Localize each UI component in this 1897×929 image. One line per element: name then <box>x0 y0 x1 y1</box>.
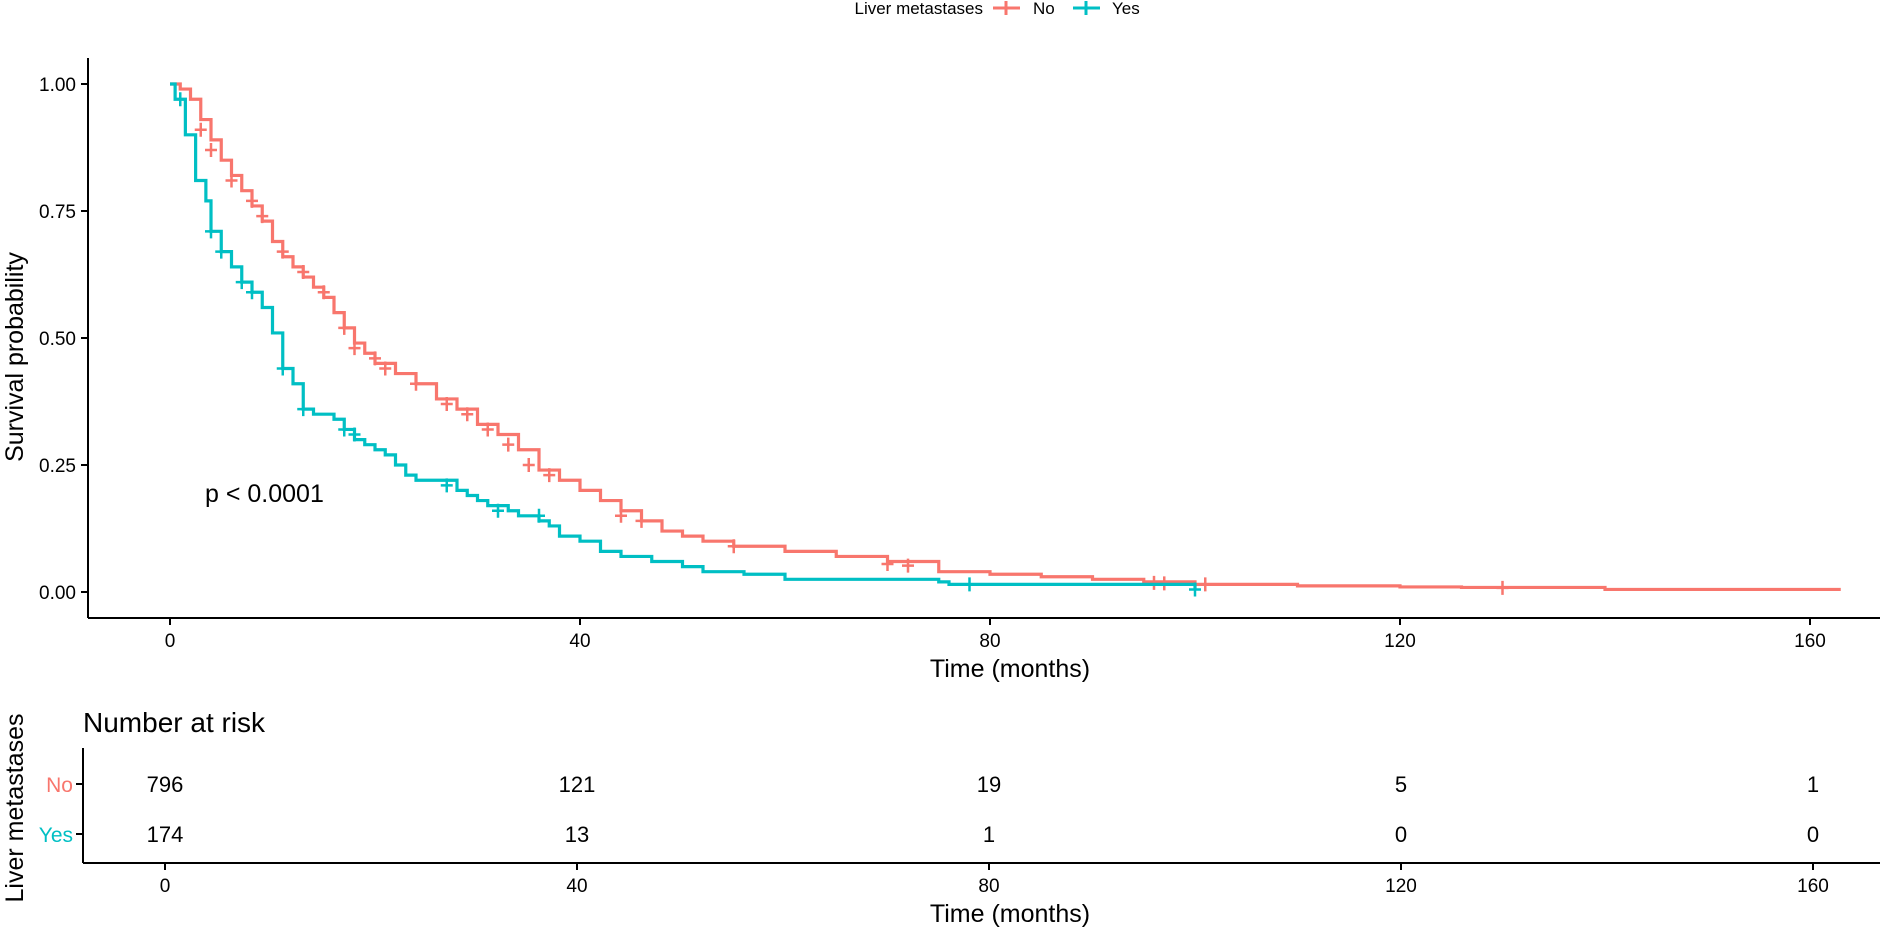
risk-count-no: 19 <box>977 772 1001 797</box>
censor-mark-no <box>881 557 894 572</box>
risk-x-tick-label: 120 <box>1385 876 1417 897</box>
legend-item-no: No <box>993 0 1055 18</box>
censor-mark-no <box>1199 577 1212 592</box>
censor-mark-yes <box>235 275 248 290</box>
risk-row-label-yes: Yes <box>39 824 73 847</box>
y-tick-label: 0.25 <box>39 456 76 477</box>
survival-plot: 0.00 0.25 0.50 0.75 1.00 0 40 80 120 160 p < 0.0… <box>1 58 1880 683</box>
risk-table: Number at risk No 796 121 19 5 1 Yes 174 13 1 0 0 0… <box>1 707 1880 928</box>
risk-count-no: 796 <box>147 772 184 797</box>
y-tick-label: 0.00 <box>39 583 76 604</box>
risk-count-yes: 13 <box>565 822 589 847</box>
censor-mark-yes <box>205 224 217 239</box>
risk-x-tick-label: 160 <box>1797 876 1829 897</box>
censor-mark-no <box>440 397 453 412</box>
censor-mark-no <box>276 244 289 259</box>
censor-mark-no <box>461 407 474 422</box>
censor-mark-no <box>615 508 627 523</box>
censor-mark-no <box>635 513 648 528</box>
risk-x-tick-label: 0 <box>160 876 171 897</box>
censor-mark-no <box>410 376 422 391</box>
risk-table-y-axis-label: Liver metastases <box>1 714 29 903</box>
legend-label-yes: Yes <box>1112 0 1140 18</box>
censor-mark-no <box>246 193 258 208</box>
censor-mark-no <box>543 468 556 483</box>
risk-x-tick-label: 80 <box>978 876 999 897</box>
risk-count-yes: 1 <box>983 822 995 847</box>
censor-mark-no <box>194 122 207 137</box>
x-axis-label: Time (months) <box>930 655 1090 683</box>
risk-count-yes: 0 <box>1807 822 1819 847</box>
censor-mark-yes <box>338 422 351 437</box>
censor-mark-yes <box>348 427 361 442</box>
censor-mark-no <box>317 285 330 300</box>
censor-mark-yes <box>174 92 187 107</box>
censor-mark-no <box>348 341 361 356</box>
x-tick-label: 40 <box>569 631 590 652</box>
y-ticks: 0.00 0.25 0.50 0.75 1.00 <box>39 75 88 604</box>
censor-mark-yes <box>533 508 545 523</box>
survival-curve-yes <box>170 82 1197 590</box>
risk-count-yes: 0 <box>1395 822 1407 847</box>
censor-mark-yes <box>276 361 289 376</box>
y-tick-label: 0.75 <box>39 202 76 223</box>
censor-mark-yes <box>440 478 453 493</box>
x-tick-label: 80 <box>979 631 1000 652</box>
risk-table-x-axis-label: Time (months) <box>930 900 1090 928</box>
x-tick-label: 120 <box>1384 631 1416 652</box>
legend-label-no: No <box>1033 0 1055 18</box>
risk-count-no: 121 <box>559 772 596 797</box>
censor-mark-yes <box>963 577 976 592</box>
risk-x-tick-label: 40 <box>566 876 587 897</box>
risk-table-rows: No 796 121 19 5 1 Yes 174 13 1 0 0 <box>39 772 1819 847</box>
x-ticks: 0 40 80 120 160 <box>165 618 1826 652</box>
p-value-annotation: p < 0.0001 <box>205 480 324 508</box>
censor-mark-no <box>256 209 269 224</box>
survival-curves <box>170 82 1841 597</box>
censor-mark-no <box>522 458 535 472</box>
y-tick-label: 1.00 <box>39 75 76 96</box>
censor-mark-yes <box>1189 582 1201 597</box>
censor-mark-no <box>727 539 740 554</box>
legend-item-yes: Yes <box>1073 0 1140 18</box>
censor-mark-no <box>902 558 914 573</box>
x-tick-label: 0 <box>165 631 176 652</box>
censor-mark-yes <box>297 402 310 417</box>
censor-mark-no <box>1496 580 1509 595</box>
risk-table-x-ticks: 0 40 80 120 160 <box>160 863 1829 897</box>
y-tick-label: 0.50 <box>39 329 76 350</box>
censor-mark-no <box>297 264 310 279</box>
risk-count-no: 5 <box>1395 772 1407 797</box>
risk-count-yes: 174 <box>147 822 184 847</box>
censor-mark-yes <box>246 285 258 300</box>
censor-mark-yes <box>215 244 228 259</box>
risk-table-title: Number at risk <box>83 707 266 738</box>
risk-row-label-no: No <box>46 774 73 797</box>
risk-count-no: 1 <box>1807 772 1819 797</box>
x-tick-label: 160 <box>1794 631 1826 652</box>
censor-mark-no <box>502 437 515 452</box>
legend: Liver metastases No Yes <box>855 0 1140 18</box>
censor-mark-no <box>369 351 381 366</box>
censor-mark-no <box>481 422 494 437</box>
censor-mark-no <box>338 320 351 335</box>
censor-mark-no <box>205 143 217 158</box>
legend-title: Liver metastases <box>855 0 984 18</box>
censor-mark-no <box>225 173 238 188</box>
censor-mark-yes <box>492 503 504 518</box>
censor-mark-no <box>379 361 392 376</box>
survival-curve-no <box>170 82 1841 592</box>
y-axis-label: Survival probability <box>1 252 29 462</box>
